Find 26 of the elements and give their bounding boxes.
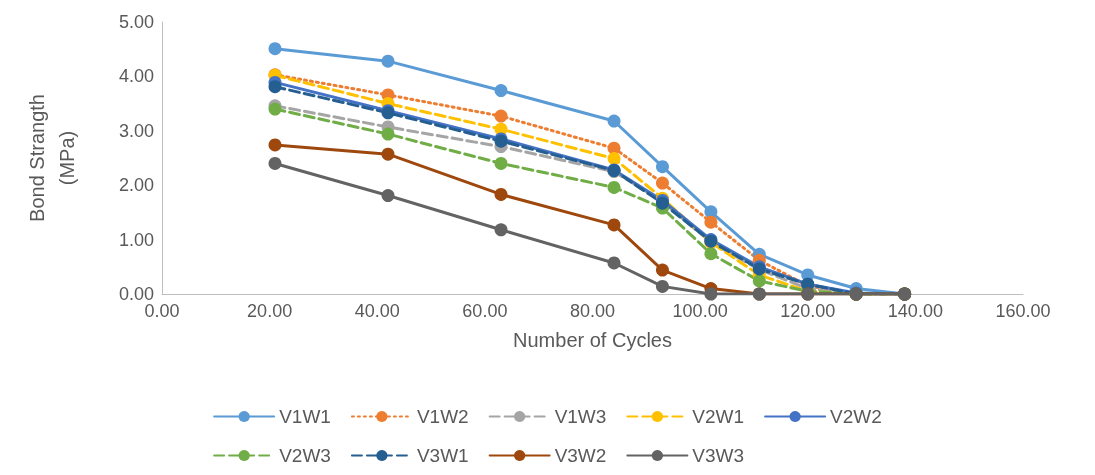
x-tick-label: 120.00 bbox=[780, 301, 836, 321]
y-tick-label: 4.00 bbox=[118, 66, 154, 87]
x-tick-label: 80.00 bbox=[569, 301, 616, 321]
x-axis-title: Number of Cycles bbox=[513, 328, 672, 351]
x-tick-label: 20.00 bbox=[247, 301, 293, 321]
y-tick-label: 1.00 bbox=[118, 229, 154, 250]
y-tick-label: 0.00 bbox=[118, 284, 154, 304]
y-tick-label: 3.00 bbox=[118, 120, 154, 141]
x-tick-label: 0.00 bbox=[144, 301, 180, 321]
x-tick-label: 160.00 bbox=[995, 301, 1051, 321]
legend-label: V2W1 bbox=[692, 406, 745, 427]
y-axis-title: Bond Strangth (MPa) bbox=[26, 94, 78, 222]
legend-label: V1W3 bbox=[554, 406, 607, 427]
x-tick-label: 60.00 bbox=[462, 301, 508, 321]
legend-label: V2W3 bbox=[279, 445, 331, 466]
legend-label: V3W3 bbox=[692, 445, 745, 466]
y-tick-label: 5.00 bbox=[118, 12, 154, 32]
legend-label: V2W2 bbox=[830, 406, 882, 427]
y-tick-label: 2.00 bbox=[118, 175, 154, 196]
x-tick-label: 40.00 bbox=[354, 301, 400, 321]
legend-label: V1W2 bbox=[416, 406, 469, 427]
legend-label: V3W1 bbox=[416, 445, 469, 466]
legend-label: V3W2 bbox=[554, 445, 607, 466]
legend-label: V1W1 bbox=[279, 406, 331, 427]
x-tick-label: 100.00 bbox=[672, 301, 728, 321]
x-tick-label: 140.00 bbox=[887, 301, 943, 321]
